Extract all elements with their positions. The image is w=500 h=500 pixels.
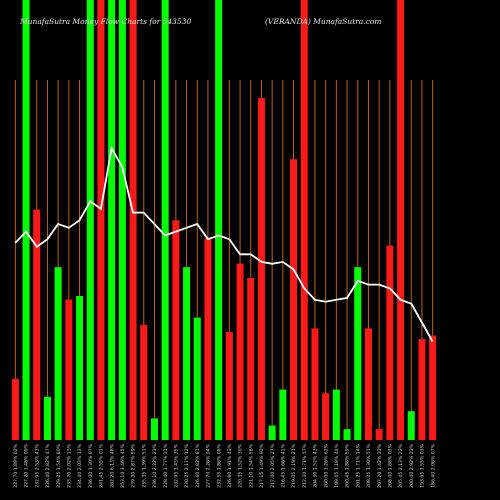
bar-series — [11, 0, 437, 440]
x-tick-label: 220.35 1.52% 30% — [238, 443, 244, 487]
money-flow-bar — [11, 378, 19, 440]
x-tick-label: 236.10 2.22% 23% — [152, 443, 158, 487]
x-tick-label: 226.80 1.91% 43% — [227, 443, 233, 487]
money-flow-bar — [332, 389, 340, 440]
money-flow-bar — [257, 98, 265, 440]
money-flow-bar — [268, 425, 276, 440]
x-tick-label: 212.30 1.71% 57% — [302, 443, 308, 487]
money-flow-bar — [225, 332, 233, 440]
x-tick-label: 234.40 2.03% 13% — [77, 443, 83, 487]
x-tick-label: 208.25 1.30% 51% — [366, 443, 372, 487]
money-flow-bar — [118, 0, 126, 440]
x-tick-label: 236.00 1.30% 07% — [88, 443, 94, 487]
x-tick-label: 226.60 2.82% 81% — [195, 443, 201, 487]
money-flow-bar — [343, 429, 351, 440]
x-tick-label: 199.45 1.18% 44% — [334, 443, 340, 487]
money-flow-bar — [86, 0, 94, 440]
x-tick-label: 216.45 1.66% 41% — [280, 443, 286, 487]
money-flow-bar — [290, 159, 298, 440]
money-flow-bar — [322, 393, 330, 440]
money-flow-bar — [300, 0, 308, 440]
x-tick-label: 232.55 1.86% 08% — [216, 443, 222, 487]
money-flow-bar — [386, 245, 394, 440]
money-flow-bar — [407, 411, 415, 440]
x-tick-label: 201.25 1.71% 14% — [355, 443, 361, 487]
chart-title-right: (VERANDA) MunafaSutra.com — [265, 17, 382, 26]
x-tick-label: 239.30 2.87% 59% — [131, 443, 137, 487]
money-flow-bar — [364, 328, 372, 440]
x-tick-label: 226.40 2.82% 47% — [45, 443, 51, 487]
x-tick-label: 227.70 1.89% 02% — [13, 443, 19, 487]
money-flow-bar — [65, 299, 73, 440]
money-flow-bar — [76, 296, 84, 440]
money-flow-bar — [129, 0, 137, 440]
x-tick-label: 217.15 1.49% 93% — [259, 443, 265, 487]
money-flow-bar — [54, 267, 62, 440]
x-tick-label: 227.70 2.26% 04% — [206, 443, 212, 487]
x-tick-label: 221.10 1.54% 56% — [248, 443, 254, 487]
x-tick-label: 208.00 1.88% 03% — [387, 443, 393, 487]
x-tick-label: 232.95 2.53% 43% — [34, 443, 40, 487]
money-flow-bar — [43, 396, 51, 440]
money-flow-bar — [161, 0, 169, 440]
money-flow-bar — [183, 267, 191, 440]
x-tick-label: 217.00 2.05% 27% — [270, 443, 276, 487]
money-flow-bar — [97, 0, 105, 440]
price-line — [14, 145, 434, 342]
x-tick-label: 193.65 1.55% 03% — [420, 443, 426, 487]
money-flow-bar — [236, 263, 244, 440]
money-flow-bar — [397, 0, 405, 440]
x-tick-label: 227.20 1.48% 09% — [24, 443, 30, 487]
money-flow-bar — [193, 317, 201, 440]
x-tick-label: 230.25 3.17% 12% — [184, 443, 190, 487]
x-tick-label: 241.45 2.55% 01% — [99, 443, 105, 487]
money-flow-bar — [22, 0, 30, 440]
money-flow-bar — [375, 429, 383, 440]
x-tick-label: 219.05 2.19% 21% — [291, 443, 297, 487]
x-tick-label: 186.40 2.06% 07% — [430, 443, 436, 487]
x-tick-label: 205.45 2.13% 23% — [398, 443, 404, 487]
x-tick-label: 204.30 1.52% 43% — [313, 443, 319, 487]
x-tick-label: 235.70 2.02% 13% — [66, 443, 72, 487]
x-tick-label: 232.95 3.45% 35% — [173, 443, 179, 487]
money-flow-bar — [33, 209, 41, 440]
x-tick-label: 262.20 6.13% 48% — [109, 443, 115, 487]
x-tick-label: 228.40 1.77% 31% — [163, 443, 169, 487]
x-tick-label: 253.10 3.46% 45% — [120, 443, 126, 487]
money-flow-bar — [311, 328, 319, 440]
money-flow-bar — [418, 339, 426, 440]
money-flow-bar — [150, 418, 158, 440]
money-flow-bar — [279, 389, 287, 440]
x-tick-label: 229.25 1.54% 80% — [56, 443, 62, 487]
x-tick-label: 235.35 1.39% 51% — [141, 443, 147, 487]
x-tick-label: 200.00 2.92% 23% — [409, 443, 415, 487]
x-tick-label: 200.00 1.26% 62% — [323, 443, 329, 487]
money-flow-bar — [215, 0, 223, 440]
x-axis-labels: 227.70 1.89% 02% 227.20 1.48% 09% 232.95 2… — [13, 443, 436, 487]
money-flow-bar — [247, 278, 255, 440]
money-flow-bar — [354, 267, 362, 440]
x-tick-label: 200.45 1.88% 59% — [345, 443, 351, 487]
money-flow-bar — [204, 238, 212, 440]
money-flow-bar — [429, 335, 437, 440]
money-flow-bar — [140, 324, 148, 440]
x-tick-label: 207.20 1.42% 33% — [377, 443, 383, 487]
money-flow-bar — [108, 0, 116, 440]
money-flow-bar — [172, 220, 180, 440]
chart-title-left: MunafaSutra Money Flow Charts for 543530 — [19, 17, 191, 26]
